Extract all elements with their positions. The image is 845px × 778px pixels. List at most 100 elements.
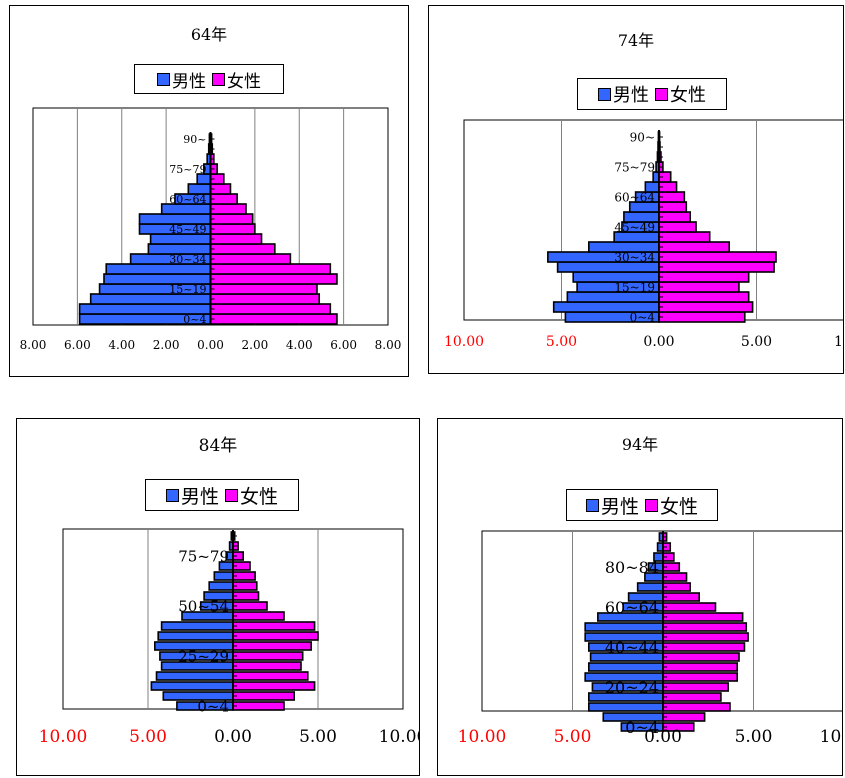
bar-female (662, 682, 729, 692)
x-tick-label: 2.00 (153, 338, 180, 352)
legend-label-male: 男性 (180, 485, 219, 508)
legend-swatch-female (212, 72, 225, 86)
bar-female (658, 221, 697, 233)
bar-female (232, 601, 268, 611)
bar-female (662, 622, 748, 632)
bar-female (658, 231, 711, 243)
age-group-label: 15~19 (169, 283, 206, 296)
legend-item-female: 女性 (225, 482, 278, 509)
chart-title: 74年 (617, 31, 655, 50)
age-group-label: 45~49 (614, 221, 655, 235)
x-tick-label: 4.00 (286, 338, 313, 352)
age-group-label: 25~29 (178, 648, 229, 666)
age-group-label: 0~4 (630, 311, 656, 325)
x-tick-label: 10.00 (834, 334, 843, 350)
legend-item-male: 男性 (157, 67, 206, 92)
age-group-label: 90~ (630, 131, 655, 145)
bar-female (662, 612, 744, 622)
x-tick-label: 2.00 (242, 338, 269, 352)
x-tick-label: 0.00 (214, 727, 252, 747)
bar-female (209, 223, 256, 235)
x-tick-label: 4.00 (108, 338, 135, 352)
bar-female (658, 301, 754, 313)
legend-swatch-male (598, 87, 611, 101)
chart-svg: 0~4 15~19 30~34 45~49 60~64 75~79 90~ 8.00 6.00 4… (20, 107, 402, 352)
bar-female (232, 701, 285, 711)
bar-female (658, 211, 692, 223)
age-group-label: 30~34 (169, 253, 206, 266)
bar-female (232, 641, 312, 651)
age-group-label: 0~4 (183, 313, 206, 326)
bar-male (150, 681, 234, 691)
bar-female (209, 253, 292, 265)
legend-label-female: 女性 (240, 485, 279, 508)
bar-female (662, 582, 691, 592)
bar-male (213, 571, 234, 581)
x-tick-label: 10.00 (458, 727, 507, 747)
bar-female (209, 283, 318, 295)
legend-label-male: 男性 (172, 71, 206, 92)
x-tick-label: 10.00 (444, 334, 484, 350)
legend-item-male: 男性 (165, 482, 219, 509)
bar-male (587, 662, 664, 672)
legend-swatch-male (165, 488, 179, 502)
bar-female (209, 203, 247, 215)
chart-legend: 男性 女性 (134, 64, 284, 94)
bar-female (232, 611, 285, 621)
bar-female (662, 702, 731, 712)
age-group-label: 30~34 (614, 251, 655, 265)
legend-swatch-male (157, 72, 170, 86)
bar-female (658, 241, 730, 253)
bar-male (208, 581, 234, 591)
legend-swatch-male (585, 498, 599, 512)
chart-svg: 0~4 20~24 40~44 60~64 80~84 10.00 5.00 0.00 5.00… (458, 530, 842, 747)
x-tick-label: 10.00 (39, 727, 88, 747)
chart-legend: 男性 女性 (145, 479, 299, 511)
x-tick-label: 10.00 (379, 727, 419, 747)
bar-female (232, 681, 316, 691)
chart-title: 84年 (198, 436, 238, 456)
bar-female (658, 271, 750, 283)
x-tick-label: 5.00 (735, 727, 773, 747)
legend-item-female: 女性 (645, 492, 698, 519)
x-tick-label: 5.00 (129, 727, 167, 747)
age-group-label: 75~79 (169, 163, 206, 176)
bar-female (232, 651, 304, 661)
bar-male (160, 621, 234, 631)
age-group-label: 40~44 (605, 638, 659, 657)
bar-female (662, 662, 739, 672)
chart-legend: 男性 女性 (577, 78, 727, 110)
age-group-label: 50~54 (178, 598, 229, 616)
x-tick-label: 10.00 (820, 727, 842, 747)
x-tick-label: 5.00 (546, 334, 577, 350)
age-group-label: 15~19 (614, 281, 655, 295)
bar-female (658, 281, 740, 293)
chart-title: 64年 (190, 25, 228, 44)
bar-female (662, 712, 706, 722)
age-group-label: 75~79 (614, 161, 655, 175)
x-tick-label: 5.00 (554, 727, 592, 747)
bar-female (662, 602, 717, 612)
bar-female (662, 642, 746, 652)
legend-item-male: 男性 (598, 81, 649, 107)
legend-swatch-female (645, 498, 658, 512)
legend-item-female: 女性 (655, 81, 706, 107)
age-group-label: 80~84 (605, 558, 659, 577)
chart-svg: 0~4 25~29 50~54 75~79 10.00 5.00 0.00 5.00 10.00 (39, 528, 419, 747)
bar-female (658, 201, 688, 213)
age-group-label: 0~4 (625, 718, 659, 737)
x-tick-label: 0.00 (643, 334, 674, 350)
age-group-label: 60~64 (605, 598, 659, 617)
pyramid-chart-64: 0~4 15~19 30~34 45~49 60~64 75~79 90~ 8.00 6.00 4… (9, 5, 409, 377)
bar-female (662, 672, 739, 682)
x-tick-label: 8.00 (375, 338, 402, 352)
bar-female (209, 233, 263, 245)
bar-male (157, 631, 234, 641)
age-group-label: 75~79 (178, 548, 229, 566)
legend-swatch-female (655, 87, 668, 101)
bar-female (232, 671, 309, 681)
bar-male (155, 671, 234, 681)
bar-female (658, 291, 750, 303)
bar-female (232, 661, 302, 671)
bar-female (662, 592, 701, 602)
